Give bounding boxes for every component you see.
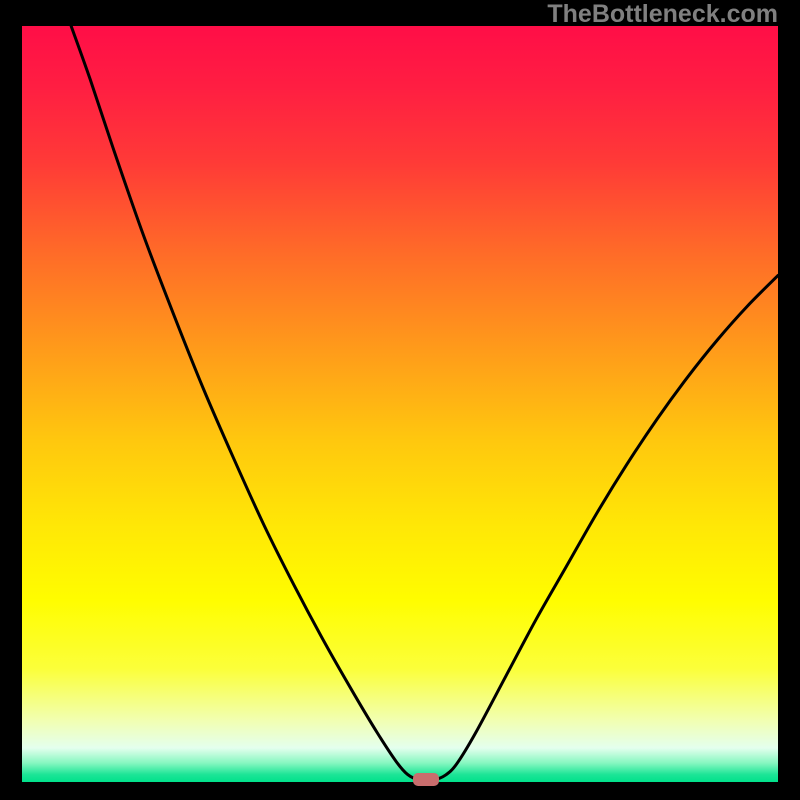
watermark-text: TheBottleneck.com bbox=[547, 0, 778, 29]
plot-area bbox=[22, 26, 778, 782]
optimum-marker bbox=[413, 773, 439, 786]
chart-container: TheBottleneck.com bbox=[0, 0, 800, 800]
v-curve bbox=[22, 26, 778, 782]
